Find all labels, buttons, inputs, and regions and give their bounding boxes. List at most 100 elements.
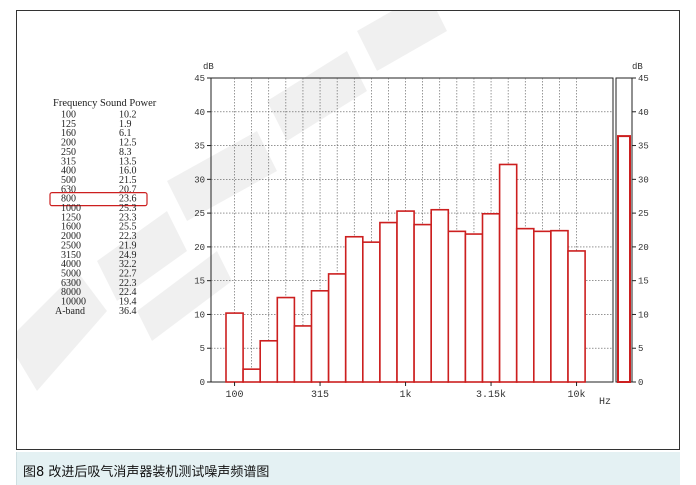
- bar-1000: [396, 210, 415, 383]
- table-freq: 6300: [61, 278, 81, 289]
- bar-125: [242, 368, 262, 383]
- table-value: 20.7: [119, 184, 137, 195]
- y-tick-label-right: 45: [638, 74, 649, 84]
- spectrum-chart: 0 0 5 5 10 10 15 15 20 20 25 25 30 30 35 35 40 40 45 45 100 3…: [17, 11, 649, 408]
- table-value: 25.5: [119, 222, 137, 233]
- bar-315: [310, 289, 330, 383]
- bar-400: [327, 273, 347, 383]
- bar-250: [293, 325, 313, 383]
- caption-bar: 图8 改进后吸气消声器装机测试噪声频谱图: [16, 452, 680, 485]
- figure-frame: 0 0 5 5 10 10 15 15 20 20 25 25 30 30 35 35 40 40 45 45 100 3…: [16, 10, 680, 450]
- y-tick-label: 40: [194, 108, 205, 118]
- table-freq: 400: [61, 166, 76, 177]
- y-axis-label: dB: [203, 62, 214, 72]
- x-axis-label: Hz: [599, 397, 611, 408]
- watermark-stroke: [357, 11, 447, 71]
- bar-1600: [430, 208, 450, 383]
- y-tick-label-right: 15: [638, 277, 649, 287]
- table-value: 21.5: [119, 175, 137, 186]
- table-freq: 8000: [61, 287, 81, 298]
- table-overall-value: 36.4: [119, 306, 137, 317]
- table-freq: 500: [61, 175, 76, 186]
- y-tick-label-right: 25: [638, 209, 649, 219]
- table-value: 10.2: [119, 110, 137, 121]
- table-value: 16.0: [119, 166, 137, 177]
- table-value: 21.9: [119, 240, 137, 251]
- y-tick-label: 35: [194, 142, 205, 152]
- table-freq: 630: [61, 184, 76, 195]
- y-tick-label-right: 40: [638, 108, 649, 118]
- table-freq: 800: [61, 194, 76, 205]
- bar-500: [344, 235, 364, 383]
- table-freq: 5000: [61, 268, 81, 279]
- y-tick-label-right: 5: [638, 344, 643, 354]
- chart-bars: [225, 163, 586, 383]
- table-header: Frequency Sound Power: [53, 98, 157, 109]
- table-value: 22.3: [119, 231, 137, 242]
- bar-2500: [464, 233, 484, 383]
- table-value: 22.3: [119, 278, 137, 289]
- bar-2000: [447, 230, 467, 383]
- table-value: 32.2: [119, 259, 137, 270]
- y-tick-label-right: 0: [638, 378, 643, 388]
- y-tick-label-right: 20: [638, 243, 649, 253]
- table-freq: 160: [61, 128, 76, 139]
- highlight-box: [49, 192, 148, 207]
- y-tick-label-right: 30: [638, 175, 649, 185]
- table-value: 24.9: [119, 250, 137, 261]
- table-value: 23.6: [119, 194, 137, 205]
- bar-5000: [515, 227, 535, 383]
- bar-4000: [498, 163, 518, 383]
- table-overall-label: A-band: [55, 306, 85, 317]
- bar-8000: [550, 229, 569, 383]
- table-value: 19.4: [119, 297, 137, 308]
- y-tick-label: 5: [200, 344, 205, 354]
- table-value: 13.5: [119, 156, 137, 167]
- chart-axes: 0 0 5 5 10 10 15 15 20 20 25 25 30 30 35 35 40 40 45 45 100 3…: [194, 74, 649, 401]
- y-tick-label: 30: [194, 175, 205, 185]
- table-freq: 250: [61, 147, 76, 158]
- table-value: 25.3: [119, 203, 137, 214]
- y-tick-label: 10: [194, 310, 205, 320]
- bar-200: [276, 296, 296, 383]
- watermark-stroke: [267, 51, 367, 141]
- bar-160: [259, 339, 279, 383]
- x-tick-label: 10k: [568, 389, 586, 401]
- table-value: 23.3: [119, 212, 137, 223]
- table-freq: 125: [61, 119, 76, 130]
- watermark: [17, 11, 447, 391]
- table-freq: 100: [61, 110, 76, 121]
- watermark-stroke: [167, 131, 277, 221]
- table-value: 8.3: [119, 147, 132, 158]
- bar-3150: [481, 212, 501, 383]
- x-tick-label: 100: [226, 390, 244, 401]
- table-freq: 4000: [61, 259, 81, 270]
- watermark-stroke: [17, 271, 107, 391]
- y-tick-label: 15: [194, 277, 205, 287]
- table-freq: 1000: [61, 203, 81, 214]
- table-freq: 3150: [61, 250, 81, 261]
- bar-6300: [532, 230, 552, 383]
- table-value: 22.7: [119, 268, 137, 279]
- y-tick-label: 0: [200, 378, 205, 388]
- y-tick-label: 20: [194, 243, 205, 253]
- y-tick-label: 25: [194, 209, 205, 219]
- bar-10000: [567, 250, 586, 383]
- y-tick-label: 45: [194, 74, 205, 84]
- figure-caption: 图8 改进后吸气消声器装机测试噪声频谱图: [23, 465, 270, 480]
- bar-800: [379, 221, 398, 383]
- bar-1250: [413, 223, 433, 383]
- table-freq: 2500: [61, 240, 81, 251]
- watermark-stroke: [137, 251, 232, 341]
- table-value: 1.9: [119, 119, 132, 130]
- watermark-stroke: [97, 211, 187, 301]
- overall-bar-fill: [617, 135, 631, 383]
- x-tick-label: 3.15k: [476, 389, 506, 401]
- table-freq: 315: [61, 156, 76, 167]
- table-value: 12.5: [119, 138, 137, 149]
- table-value: 6.1: [119, 128, 132, 139]
- table-value: 22.4: [119, 287, 137, 298]
- table-freq: 2000: [61, 231, 81, 242]
- table-freq: 200: [61, 138, 76, 149]
